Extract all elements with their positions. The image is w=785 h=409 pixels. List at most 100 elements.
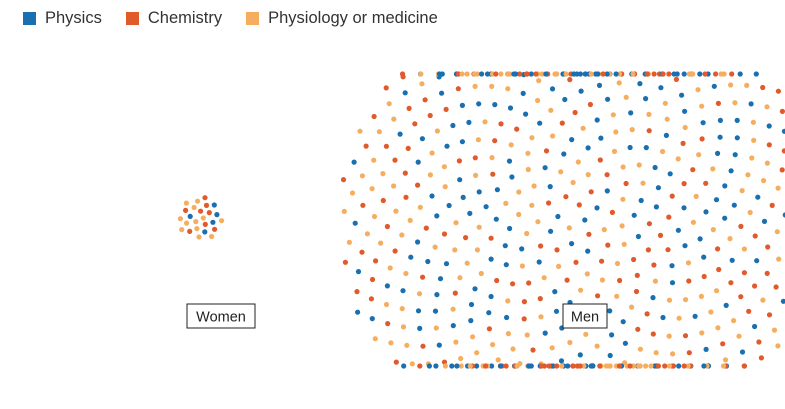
- men-dot-chemistry: [681, 181, 687, 187]
- men-dot-chemistry: [546, 363, 552, 369]
- men-dot-physics: [397, 131, 403, 137]
- men-dot-chemistry: [741, 270, 748, 276]
- men-dot-physics: [703, 209, 709, 215]
- men-dot-chemistry: [368, 296, 374, 302]
- legend-item-physics[interactable]: Physics: [23, 9, 102, 28]
- men-dot-medicine: [524, 230, 530, 237]
- men-dot-chemistry: [380, 197, 386, 204]
- men-dot-medicine: [664, 116, 670, 122]
- women-dot-chemistry: [212, 226, 218, 232]
- men-dot-chemistry: [588, 189, 594, 195]
- men-dot-physics: [669, 263, 675, 269]
- men-dot-physics: [582, 217, 588, 223]
- men-dot-chemistry: [756, 339, 762, 345]
- men-dot-physics: [401, 363, 407, 369]
- men-dot-chemistry: [741, 363, 748, 369]
- men-dot-physics: [352, 220, 358, 226]
- men-dot-chemistry: [604, 172, 610, 178]
- men-dot-physics: [652, 363, 658, 369]
- men-dot-physics: [781, 128, 785, 134]
- men-dot-chemistry: [526, 280, 532, 286]
- men-dot-physics: [577, 352, 583, 358]
- men-dot-chemistry: [455, 86, 461, 92]
- men-dot-chemistry: [666, 71, 672, 77]
- men-dot-medicine: [404, 342, 410, 348]
- men-dot-medicine: [409, 361, 415, 367]
- men-dot-physics: [701, 254, 707, 260]
- men-dot-physics: [675, 227, 682, 233]
- men-dot-physics: [425, 258, 431, 265]
- men-dot-medicine: [524, 332, 530, 338]
- men-dot-physics: [369, 316, 375, 322]
- men-dot-medicine: [432, 244, 438, 250]
- men-dot-physics: [476, 189, 482, 195]
- men-dot-medicine: [453, 220, 459, 226]
- men-dot-chemistry: [775, 88, 782, 94]
- men-dot-chemistry: [746, 308, 752, 314]
- men-dot-physics: [419, 136, 425, 142]
- men-dot-medicine: [505, 331, 511, 337]
- men-dot-physics: [432, 308, 439, 314]
- men-dot-physics: [682, 243, 688, 249]
- men-dot-chemistry: [738, 223, 744, 229]
- men-dot-physics: [507, 225, 513, 232]
- men-dot-medicine: [474, 71, 480, 77]
- men-dot-medicine: [400, 324, 407, 330]
- men-dot-chemistry: [359, 249, 365, 255]
- men-dot-physics: [492, 102, 498, 108]
- men-dot-medicine: [775, 343, 781, 349]
- men-dot-physics: [446, 202, 452, 209]
- men-dot-physics: [577, 71, 584, 77]
- men-dot-physics: [402, 90, 408, 96]
- men-dot-physics: [692, 313, 698, 319]
- legend-item-chemistry[interactable]: Chemistry: [125, 9, 222, 28]
- men-dot-physics: [578, 88, 584, 94]
- women-dot-physics: [210, 219, 216, 225]
- men-dot-medicine: [419, 81, 425, 87]
- men-dot-medicine: [514, 363, 520, 369]
- men-dot-physics: [558, 358, 565, 364]
- men-dot-medicine: [693, 193, 699, 199]
- men-dot-physics: [555, 213, 561, 220]
- men-dot-physics: [506, 158, 513, 164]
- men-dot-medicine: [611, 148, 618, 154]
- men-dot-physics: [493, 216, 499, 222]
- men-dot-physics: [488, 293, 494, 300]
- men-dot-medicine: [349, 190, 356, 196]
- men-dot-medicine: [434, 128, 440, 134]
- men-dot-physics: [454, 363, 460, 369]
- men-dot-physics: [667, 171, 673, 177]
- women-dot-physics: [187, 213, 193, 219]
- men-dot-physics: [748, 101, 754, 107]
- men-dot-physics: [484, 71, 491, 77]
- legend-item-medicine[interactable]: Physiology or medicine: [246, 9, 438, 28]
- men-dot-physics: [643, 145, 649, 151]
- men-dot-physics: [494, 187, 500, 193]
- men-dot-medicine: [525, 166, 531, 173]
- men-dot-medicine: [372, 336, 378, 342]
- men-dot-chemistry: [666, 214, 672, 220]
- men-dot-chemistry: [546, 200, 552, 206]
- men-dot-physics: [489, 363, 495, 369]
- men-dot-chemistry: [490, 171, 496, 177]
- men-dot-chemistry: [492, 138, 498, 144]
- men-dot-chemistry: [577, 363, 583, 369]
- men-dot-physics: [717, 117, 724, 123]
- men-dot-physics: [660, 314, 666, 321]
- men-dot-physics: [594, 117, 600, 123]
- men-dot-chemistry: [576, 202, 582, 208]
- men-dot-medicine: [539, 71, 545, 77]
- men-dot-physics: [637, 81, 643, 87]
- legend: Physics Chemistry Physiology or medicine: [23, 7, 462, 29]
- men-dot-chemistry: [393, 359, 399, 365]
- men-dot-medicine: [720, 363, 727, 369]
- men-dot-chemistry: [371, 113, 377, 120]
- men-dot-chemistry: [543, 148, 550, 154]
- men-dot-physics: [468, 301, 475, 308]
- men-dot-medicine: [629, 127, 635, 133]
- men-dot-medicine: [458, 363, 464, 369]
- men-dot-chemistry: [427, 112, 433, 119]
- men-dot-medicine: [478, 270, 484, 277]
- men-dot-chemistry: [373, 258, 379, 264]
- men-dot-physics: [722, 183, 728, 189]
